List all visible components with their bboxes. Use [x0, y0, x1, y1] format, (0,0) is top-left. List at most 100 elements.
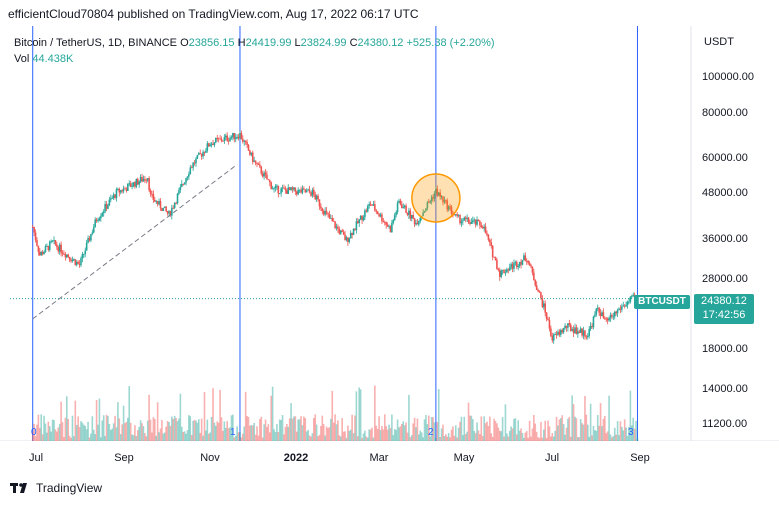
volume-bar: [528, 420, 531, 441]
volume-bar: [210, 417, 213, 441]
volume-bar: [144, 433, 146, 441]
volume-bar: [385, 426, 388, 441]
volume-bar: [94, 434, 96, 441]
candle-body: [263, 172, 265, 177]
volume-bar: [516, 434, 518, 441]
candle-body: [31, 227, 34, 228]
volume-bar: [625, 427, 627, 441]
volume-bar: [122, 405, 125, 441]
candle-body: [166, 211, 169, 214]
candle-body: [196, 154, 199, 159]
volume-bar: [148, 394, 150, 441]
volume-bar: [179, 393, 182, 441]
candle-body: [585, 336, 588, 338]
volume-bar: [446, 436, 449, 441]
symbol-title[interactable]: Bitcoin / TetherUS, 1D, BINANCE: [14, 37, 178, 49]
candle-body: [454, 214, 457, 216]
x-tick: Nov: [200, 452, 220, 464]
candle-body: [443, 200, 446, 203]
candles: [31, 130, 639, 344]
candle-body: [91, 232, 94, 235]
candle-body: [354, 228, 356, 230]
price-chart[interactable]: [0, 26, 779, 441]
volume-bar: [392, 435, 395, 441]
candle-body: [136, 178, 139, 185]
volume-bar: [497, 427, 500, 441]
x-tick: 2022: [283, 452, 309, 464]
candle-body: [352, 228, 355, 236]
candle-body: [629, 296, 632, 302]
candle-body: [60, 244, 62, 253]
volume-bar: [220, 417, 223, 441]
candle-body: [554, 334, 556, 335]
candle-body: [462, 220, 464, 222]
volume-bar: [121, 424, 123, 441]
volume-bar: [85, 429, 88, 441]
volume-bar: [322, 424, 325, 441]
volume-bar: [408, 394, 410, 441]
volume-bar: [507, 436, 510, 441]
candle-body: [108, 199, 111, 206]
candle-body: [109, 198, 112, 200]
volume-bar: [535, 431, 538, 441]
candle-body: [311, 189, 314, 196]
volume-bar: [432, 417, 434, 441]
volume-bar: [168, 422, 170, 441]
vertical-lines: [32, 26, 638, 441]
volume-bar: [599, 403, 602, 441]
y-tick: 60000.00: [702, 152, 748, 164]
volume-bar: [237, 432, 240, 441]
volume-bar: [254, 434, 257, 441]
candle-body: [483, 226, 485, 229]
footer[interactable]: TradingView: [10, 481, 102, 495]
candle-body: [307, 189, 309, 191]
volume-bar: [202, 435, 204, 441]
volume-bar: [409, 437, 412, 441]
volume-bar: [250, 424, 253, 441]
candle-body: [632, 294, 635, 296]
volume-bar: [498, 430, 501, 441]
volume-bar: [195, 420, 197, 441]
price-badge-value: 24380.12: [701, 295, 747, 307]
candle-body: [224, 135, 227, 138]
volume-bar: [585, 414, 588, 441]
candle-body: [376, 211, 379, 215]
volume-bar: [145, 436, 148, 441]
candle-body: [375, 210, 378, 212]
close-value: 24380.12: [357, 37, 404, 49]
y-tick: 11200.00: [702, 418, 748, 430]
symbol-badge: BTCUSDT: [634, 295, 690, 309]
candle-body: [276, 185, 278, 187]
candle-body: [242, 139, 244, 142]
volume-bar: [574, 416, 576, 441]
volume-bar: [135, 436, 138, 441]
volume-bar: [393, 428, 396, 441]
volume-bar: [368, 429, 370, 441]
candle-body: [284, 188, 287, 191]
volume-bar: [406, 432, 409, 441]
volume-bar: [125, 421, 128, 441]
candle-body: [253, 160, 255, 162]
candle-body: [172, 207, 175, 209]
candle-body: [138, 181, 140, 185]
volume-bar: [270, 395, 273, 441]
candle-body: [405, 205, 407, 213]
candle-body: [111, 197, 114, 199]
volume-bar: [523, 437, 525, 441]
volume-bar: [68, 435, 71, 441]
candle-body: [403, 205, 406, 208]
candle-body: [345, 237, 348, 240]
candle-body: [51, 240, 54, 242]
volume-bar: [163, 432, 166, 441]
candle-body: [419, 217, 422, 222]
candle-body: [104, 204, 106, 212]
volume-bar: [71, 415, 74, 441]
x-tick: Jul: [544, 452, 560, 464]
candle-body: [504, 272, 507, 274]
candle-body: [398, 200, 400, 203]
volume-bar: [266, 426, 268, 441]
volume-bar: [188, 415, 190, 441]
y-tick: 14000.00: [702, 383, 748, 395]
candle-body: [298, 189, 301, 191]
candle-body: [251, 152, 254, 162]
